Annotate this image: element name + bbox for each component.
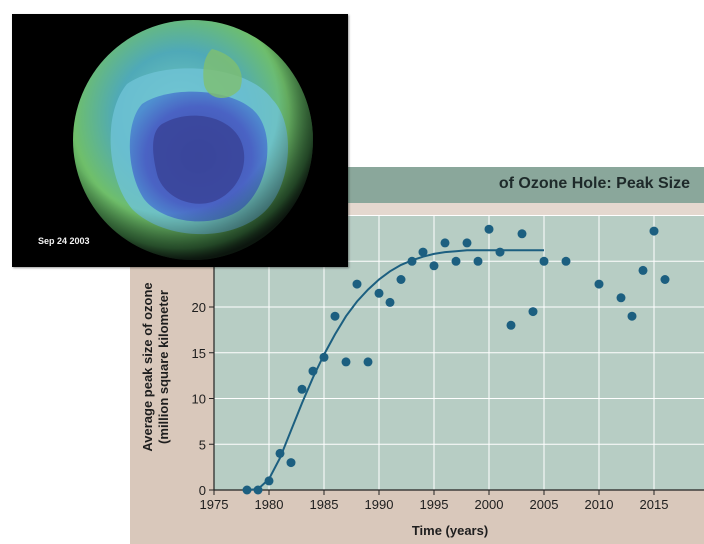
data-point: [297, 384, 307, 394]
x-tick-label: 2005: [530, 497, 559, 512]
data-point: [308, 366, 318, 376]
y-axis-title-line-2: (million square kilometer: [156, 290, 171, 444]
data-point: [539, 256, 549, 266]
image-date-label: Sep 24 2003: [38, 236, 90, 246]
globe-illustration: [73, 20, 313, 260]
x-tick-label: 1990: [365, 497, 394, 512]
data-point: [473, 256, 483, 266]
data-point: [319, 352, 329, 362]
data-point: [253, 485, 263, 495]
axis-layer: 1975 1980 1985 1990 1995 2000 2005 2010 20150510…: [192, 215, 704, 512]
data-point: [418, 247, 428, 257]
data-point: [385, 297, 395, 307]
data-point: [638, 265, 648, 275]
data-point: [495, 247, 505, 257]
data-point: [341, 357, 351, 367]
y-tick-label: 20: [192, 300, 206, 315]
x-tick-label: 1975: [200, 497, 229, 512]
data-point: [451, 256, 461, 266]
data-point: [275, 448, 285, 458]
trend-curve: [246, 249, 544, 491]
data-point: [242, 485, 252, 495]
data-point: [396, 275, 406, 284]
data-point: [429, 261, 439, 271]
data-point: [660, 275, 670, 284]
data-point: [594, 279, 604, 289]
data-point: [561, 256, 571, 266]
y-tick-label: 5: [199, 437, 206, 452]
data-point: [484, 224, 494, 234]
data-point: [352, 279, 362, 289]
data-point: [627, 311, 637, 321]
data-point: [506, 320, 516, 330]
x-tick-label: 2000: [475, 497, 504, 512]
data-point: [440, 238, 450, 248]
data-point: [616, 293, 626, 303]
y-tick-label: 0: [199, 483, 206, 498]
data-point: [462, 238, 472, 248]
x-axis-title: Time (years): [412, 523, 488, 538]
y-axis-title-line-1: Average peak size of ozone: [140, 282, 155, 451]
x-tick-label: 2010: [585, 497, 614, 512]
data-point: [528, 307, 538, 317]
x-tick-label: 1995: [420, 497, 449, 512]
ozone-hole-satellite-image: Sep 24 2003: [12, 14, 348, 267]
data-point: [286, 458, 296, 468]
x-tick-label: 1980: [255, 497, 284, 512]
chart-title: of Ozone Hole: Peak Size: [498, 175, 690, 192]
data-point: [517, 229, 527, 239]
y-tick-label: 15: [192, 346, 206, 361]
data-point: [264, 476, 274, 486]
data-point: [649, 226, 659, 236]
data-point: [363, 357, 373, 367]
data-point: [374, 288, 384, 298]
x-tick-label: 2015: [640, 497, 669, 512]
data-point: [330, 311, 340, 321]
data-point: [407, 256, 417, 266]
y-tick-label: 10: [192, 392, 206, 407]
data-point-layer: [242, 224, 670, 495]
trend-curve-layer: [246, 249, 544, 491]
x-tick-label: 1985: [310, 497, 339, 512]
